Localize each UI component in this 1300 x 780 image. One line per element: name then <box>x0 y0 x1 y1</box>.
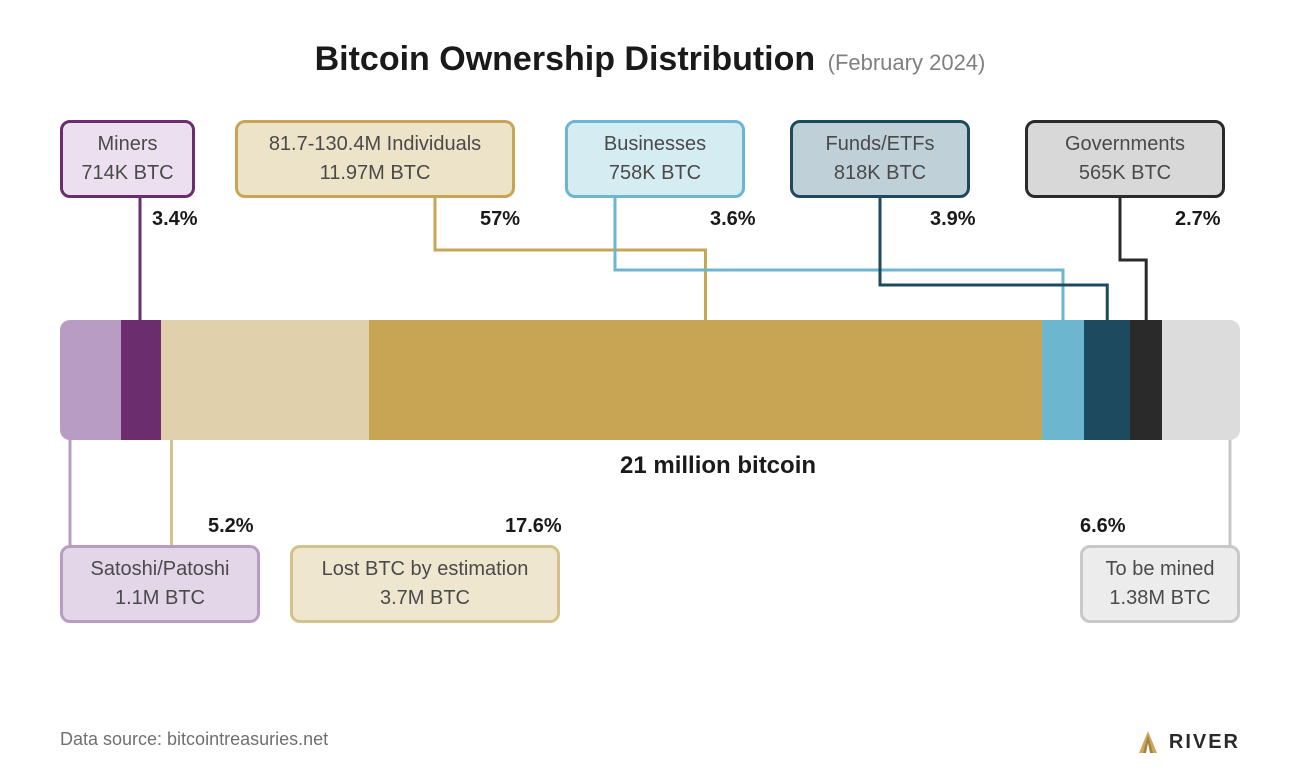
label-title: Miners <box>81 133 174 156</box>
label-title: Businesses <box>586 133 724 156</box>
chart-title: Bitcoin Ownership Distribution <box>315 40 816 78</box>
label-value: 1.1M BTC <box>81 587 239 610</box>
segment-lost <box>161 320 369 440</box>
pct-lost: 17.6% <box>505 515 562 538</box>
label-value: 565K BTC <box>1046 162 1204 185</box>
segment-governments <box>1130 320 1162 440</box>
label-title: Governments <box>1046 133 1204 156</box>
label-value: 714K BTC <box>81 162 174 185</box>
label-value: 11.97M BTC <box>256 162 494 185</box>
label-box-funds: Funds/ETFs 818K BTC <box>790 120 970 198</box>
pct-satoshi: 5.2% <box>208 515 254 538</box>
label-value: 758K BTC <box>586 162 724 185</box>
brand-logo: RIVER <box>1135 729 1240 755</box>
pct-businesses: 3.6% <box>710 208 756 231</box>
bar-total-label: 21 million bitcoin <box>620 452 816 480</box>
river-logo-icon <box>1135 729 1161 755</box>
pct-miners: 3.4% <box>152 208 198 231</box>
label-value: 818K BTC <box>811 162 949 185</box>
segment-individuals <box>369 320 1042 440</box>
label-value: 3.7M BTC <box>311 587 539 610</box>
pct-individuals: 57% <box>480 208 520 231</box>
label-box-satoshi: Satoshi/Patoshi 1.1M BTC <box>60 545 260 623</box>
label-title: Lost BTC by estimation <box>311 558 539 581</box>
segment-businesses <box>1042 320 1084 440</box>
segment-to_be_mined <box>1162 320 1240 440</box>
brand-name: RIVER <box>1169 731 1240 754</box>
label-box-governments: Governments 565K BTC <box>1025 120 1225 198</box>
stacked-bar <box>60 320 1240 440</box>
chart-area: 21 million bitcoin Miners 714K BTC 3.4% 81.… <box>60 120 1240 700</box>
label-value: 1.38M BTC <box>1101 587 1219 610</box>
label-title: To be mined <box>1101 558 1219 581</box>
label-title: Funds/ETFs <box>811 133 949 156</box>
segment-miners <box>121 320 161 440</box>
label-title: Satoshi/Patoshi <box>81 558 239 581</box>
pct-governments: 2.7% <box>1175 208 1221 231</box>
label-box-lost: Lost BTC by estimation 3.7M BTC <box>290 545 560 623</box>
segment-funds <box>1084 320 1130 440</box>
chart-subtitle: (February 2024) <box>828 50 986 75</box>
label-box-individuals: 81.7-130.4M Individuals 11.97M BTC <box>235 120 515 198</box>
segment-satoshi <box>60 320 121 440</box>
data-source-footer: Data source: bitcointreasuries.net <box>60 729 328 750</box>
label-box-businesses: Businesses 758K BTC <box>565 120 745 198</box>
label-title: 81.7-130.4M Individuals <box>256 133 494 156</box>
pct-funds: 3.9% <box>930 208 976 231</box>
pct-to_be_mined: 6.6% <box>1080 515 1126 538</box>
label-box-to_be_mined: To be mined 1.38M BTC <box>1080 545 1240 623</box>
chart-title-container: Bitcoin Ownership Distribution (February… <box>0 0 1300 79</box>
label-box-miners: Miners 714K BTC <box>60 120 195 198</box>
